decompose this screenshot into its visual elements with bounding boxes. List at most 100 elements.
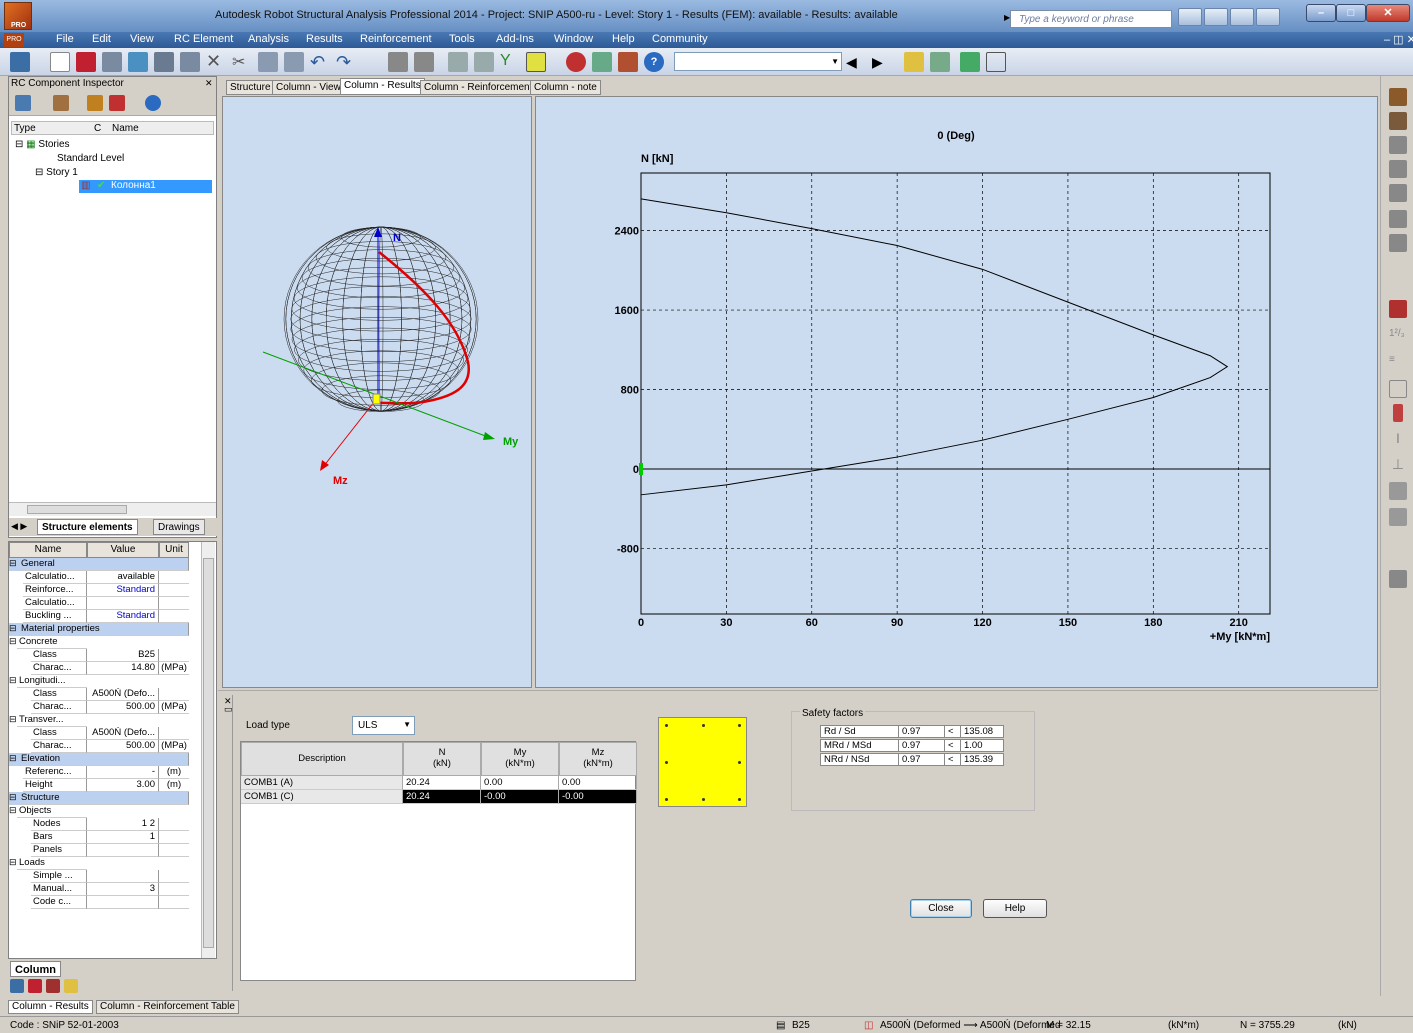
property-category[interactable]: Structure ⊟ xyxy=(9,792,189,805)
foundation-tool-icon[interactable] xyxy=(1389,184,1407,202)
help-button[interactable]: Help xyxy=(983,899,1047,918)
property-value[interactable]: 3.00 xyxy=(87,779,159,792)
col-c[interactable]: C xyxy=(94,123,102,134)
menu-reinforcement[interactable]: Reinforcement xyxy=(360,33,432,45)
scroll-thumb[interactable] xyxy=(27,505,127,514)
chart-bars-icon[interactable] xyxy=(960,52,980,72)
reinforcement-tool-icon[interactable] xyxy=(1389,300,1407,318)
stair-tool-icon[interactable] xyxy=(1389,210,1407,228)
ibeam-icon[interactable]: I xyxy=(1396,430,1400,446)
vertical-scrollbar[interactable] xyxy=(201,542,215,958)
property-row[interactable]: Code c... xyxy=(9,896,189,909)
collapse-icon[interactable]: ⊟ xyxy=(9,623,17,633)
property-value[interactable]: 1 2 xyxy=(87,818,159,831)
collapse-icon[interactable]: ⊟ xyxy=(9,753,17,763)
next-icon[interactable]: ▶ xyxy=(872,54,883,70)
tab-column-note[interactable]: Column - note xyxy=(530,80,601,95)
property-subcategory[interactable]: Loads ⊟ xyxy=(9,857,189,870)
copy-icon[interactable] xyxy=(258,52,278,72)
property-value[interactable]: Standard xyxy=(87,610,159,623)
menu-analysis[interactable]: Analysis xyxy=(248,33,289,45)
info-icon[interactable] xyxy=(145,95,161,111)
plate-icon[interactable] xyxy=(1389,508,1407,526)
interaction-surface-3d-view[interactable]: N My Mz xyxy=(222,96,532,688)
menu-community[interactable]: Community xyxy=(652,33,708,45)
property-subcategory[interactable]: Concrete ⊟ xyxy=(9,636,189,649)
footing-tool-icon[interactable] xyxy=(1389,234,1407,252)
property-value[interactable]: Standard xyxy=(87,584,159,597)
property-category[interactable]: Material properties ⊟ xyxy=(9,623,189,636)
tree-node-standard-level[interactable]: Standard Level xyxy=(57,153,124,164)
collapse-icon[interactable]: ⊟ xyxy=(9,792,17,802)
property-value[interactable]: 3 xyxy=(87,883,159,896)
tab-column-reinforcement[interactable]: Column - Reinforcement xyxy=(420,80,537,95)
property-value[interactable]: 1 xyxy=(87,831,159,844)
doc-icon[interactable]: PRO xyxy=(4,33,24,47)
dimension-icon[interactable]: ≡ xyxy=(1389,354,1395,365)
property-value[interactable]: A500Ń (Defo... xyxy=(87,727,159,740)
grid-icon[interactable] xyxy=(986,52,1006,72)
property-value[interactable]: 500.00 xyxy=(87,701,159,714)
close-window-button[interactable]: ✕ xyxy=(1366,4,1410,22)
edit-element-icon[interactable] xyxy=(53,95,69,111)
load-icon[interactable] xyxy=(64,979,78,993)
header-name[interactable]: Name xyxy=(9,542,87,558)
section-icon[interactable] xyxy=(46,979,60,993)
interaction-diagram-chart[interactable]: 0 (Deg) N [kN] +My [kN*m] 0 30 60 90 120 150 1… xyxy=(535,96,1378,688)
property-row[interactable]: Class A500Ń (Defo... xyxy=(9,688,189,701)
col-type[interactable]: Type xyxy=(14,123,36,134)
view-selector-dropdown[interactable]: ▼ xyxy=(674,52,842,71)
menu-window[interactable]: Window xyxy=(554,33,594,45)
undo-icon[interactable]: ↶ xyxy=(310,52,326,72)
horizontal-scrollbar[interactable] xyxy=(9,502,216,516)
display2-icon[interactable] xyxy=(414,52,434,72)
menu-tools[interactable]: Tools xyxy=(449,33,475,45)
tab-column-results[interactable]: Column - Results xyxy=(340,78,425,95)
mdi-controls[interactable]: – ◫ ✕ xyxy=(1384,34,1413,46)
property-row[interactable]: Class B25 xyxy=(9,649,189,662)
tab-structure[interactable]: Structure xyxy=(226,80,275,95)
property-subcategory[interactable]: Longitudi... ⊟ xyxy=(9,675,189,688)
property-row[interactable]: Bars 1 xyxy=(9,831,189,844)
beam-tool-icon[interactable] xyxy=(1389,112,1407,130)
save-icon[interactable] xyxy=(76,52,96,72)
redo-icon[interactable]: ↷ xyxy=(336,52,352,72)
column-tool-icon[interactable] xyxy=(1393,404,1403,422)
property-row[interactable]: Calculatio... available xyxy=(9,571,189,584)
add-icon[interactable] xyxy=(15,95,31,111)
tbeam-icon[interactable] xyxy=(1389,482,1407,500)
menu-results[interactable]: Results xyxy=(306,33,343,45)
delete-icon[interactable]: ✕ xyxy=(206,51,222,71)
tab-drawings[interactable]: Drawings xyxy=(153,519,205,535)
panel-toggle-icon[interactable]: ✕ ▭ xyxy=(224,696,233,714)
property-row[interactable]: Referenc... - (m) xyxy=(9,766,189,779)
filter-icon[interactable]: Y xyxy=(500,52,511,69)
menu-help[interactable]: Help xyxy=(612,33,635,45)
edit-icon[interactable] xyxy=(904,52,924,72)
tab-column-results-bottom[interactable]: Column - Results xyxy=(8,1000,93,1014)
frame-icon[interactable] xyxy=(1389,380,1407,398)
settings-icon[interactable] xyxy=(592,52,612,72)
property-subcategory[interactable]: Objects ⊟ xyxy=(9,805,189,818)
menu-add-ins[interactable]: Add-Ins xyxy=(496,33,534,45)
tab-column-view[interactable]: Column - View xyxy=(272,80,345,95)
layout-icon[interactable] xyxy=(10,52,30,72)
th-description[interactable]: Description xyxy=(241,742,403,776)
app-logo-icon[interactable]: PRO xyxy=(4,2,32,30)
tab-reinforcement-table[interactable]: Column - Reinforcement Table xyxy=(96,1000,239,1014)
filter-tree-icon[interactable] xyxy=(87,95,103,111)
property-category[interactable]: General ⊟ xyxy=(9,558,189,571)
property-value[interactable]: available xyxy=(87,571,159,584)
header-unit[interactable]: Unit xyxy=(159,542,189,558)
property-row[interactable]: Charac... 500.00 (MPa) xyxy=(9,701,189,714)
property-row[interactable]: Panels xyxy=(9,844,189,857)
th-mz[interactable]: Mz (kN*m) xyxy=(559,742,637,776)
close-button[interactable]: Close xyxy=(910,899,972,918)
property-category[interactable]: Elevation ⊟ xyxy=(9,753,189,766)
support-icon[interactable]: ⊥ xyxy=(1391,456,1405,472)
col-name[interactable]: Name xyxy=(112,123,139,134)
collapse-icon[interactable]: ⊟ xyxy=(9,857,17,867)
menu-edit[interactable]: Edit xyxy=(92,33,111,45)
th-n[interactable]: N (kN) xyxy=(403,742,481,776)
property-subcategory[interactable]: Transver... ⊟ xyxy=(9,714,189,727)
